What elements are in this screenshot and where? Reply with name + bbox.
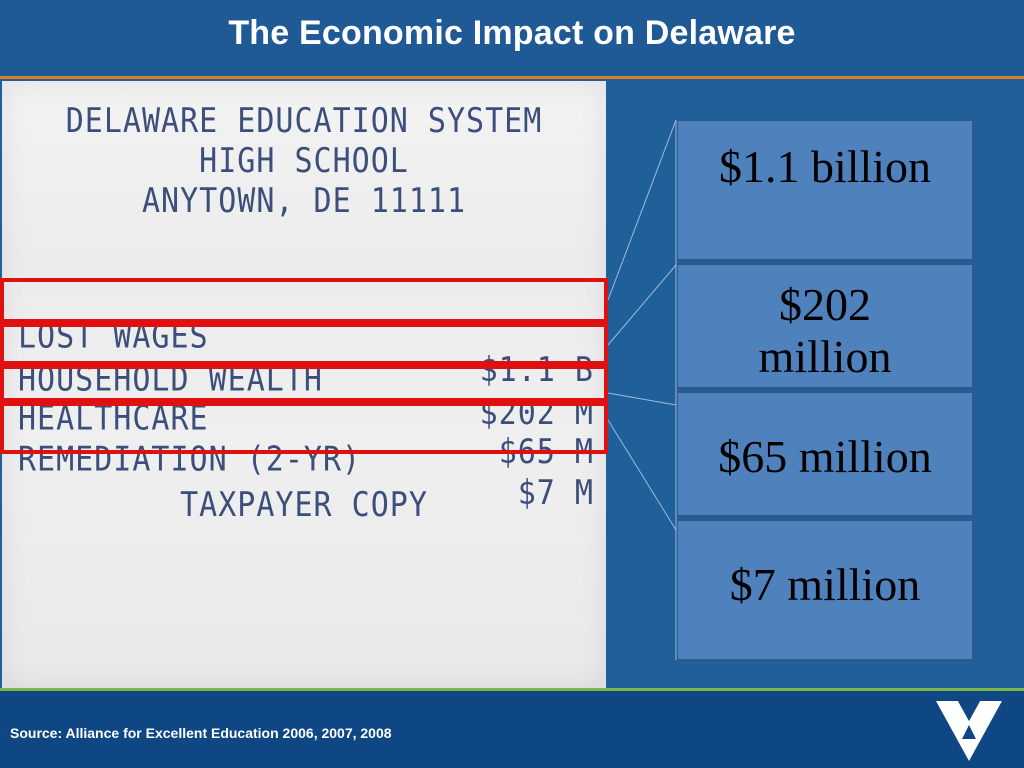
receipt-header-line-2: HIGH SCHOOL bbox=[199, 141, 409, 181]
receipt-footer: TAXPAYER COPY bbox=[180, 485, 428, 525]
highlight-lost-wages bbox=[0, 278, 608, 323]
value-box-lost-wages: $1.1 billion bbox=[676, 119, 974, 261]
highlight-household-wealth bbox=[0, 323, 608, 365]
title-divider bbox=[0, 76, 1024, 79]
value-box-remediation: $7 million bbox=[676, 519, 974, 661]
source-citation: Source: Alliance for Excellent Education… bbox=[10, 725, 392, 741]
receipt-header-line-3: ANYTOWN, DE 11111 bbox=[141, 181, 467, 221]
footer: Source: Alliance for Excellent Education… bbox=[0, 691, 1024, 768]
receipt-header-line-1: DELAWARE EDUCATION SYSTEM bbox=[65, 101, 543, 141]
slide-title: The Economic Impact on Delaware bbox=[228, 14, 796, 52]
value-box-text: $1.1 billion bbox=[718, 141, 932, 192]
value-box-text: $65 million bbox=[718, 431, 932, 482]
title-band: The Economic Impact on Delaware bbox=[0, 0, 1024, 76]
receipt-item-value: $7 M bbox=[517, 473, 594, 514]
chevron-v-logo-icon bbox=[936, 701, 1002, 761]
highlight-remediation bbox=[0, 402, 608, 454]
receipt: DELAWARE EDUCATION SYSTEM HIGH SCHOOL AN… bbox=[2, 81, 606, 688]
value-box-healthcare: $65 million bbox=[676, 391, 974, 517]
footer-divider bbox=[0, 688, 1024, 691]
value-box-text: $7 million bbox=[729, 559, 921, 610]
value-box-text-line2: million bbox=[758, 331, 892, 382]
value-boxes: $1.1 billion $202 million $65 million $7… bbox=[676, 119, 976, 663]
receipt-item-label: REMEDIATION (2-YR) bbox=[18, 440, 362, 480]
highlight-healthcare bbox=[0, 365, 608, 402]
slide-content: DELAWARE EDUCATION SYSTEM HIGH SCHOOL AN… bbox=[0, 79, 1024, 688]
value-box-household-wealth: $202 million bbox=[676, 263, 974, 389]
value-box-text: $202 bbox=[779, 279, 871, 330]
receipt-item-row: REMEDIATION (2-YR) $7 M bbox=[2, 410, 606, 544]
receipt-item-label: HEALTHCARE bbox=[18, 399, 209, 439]
